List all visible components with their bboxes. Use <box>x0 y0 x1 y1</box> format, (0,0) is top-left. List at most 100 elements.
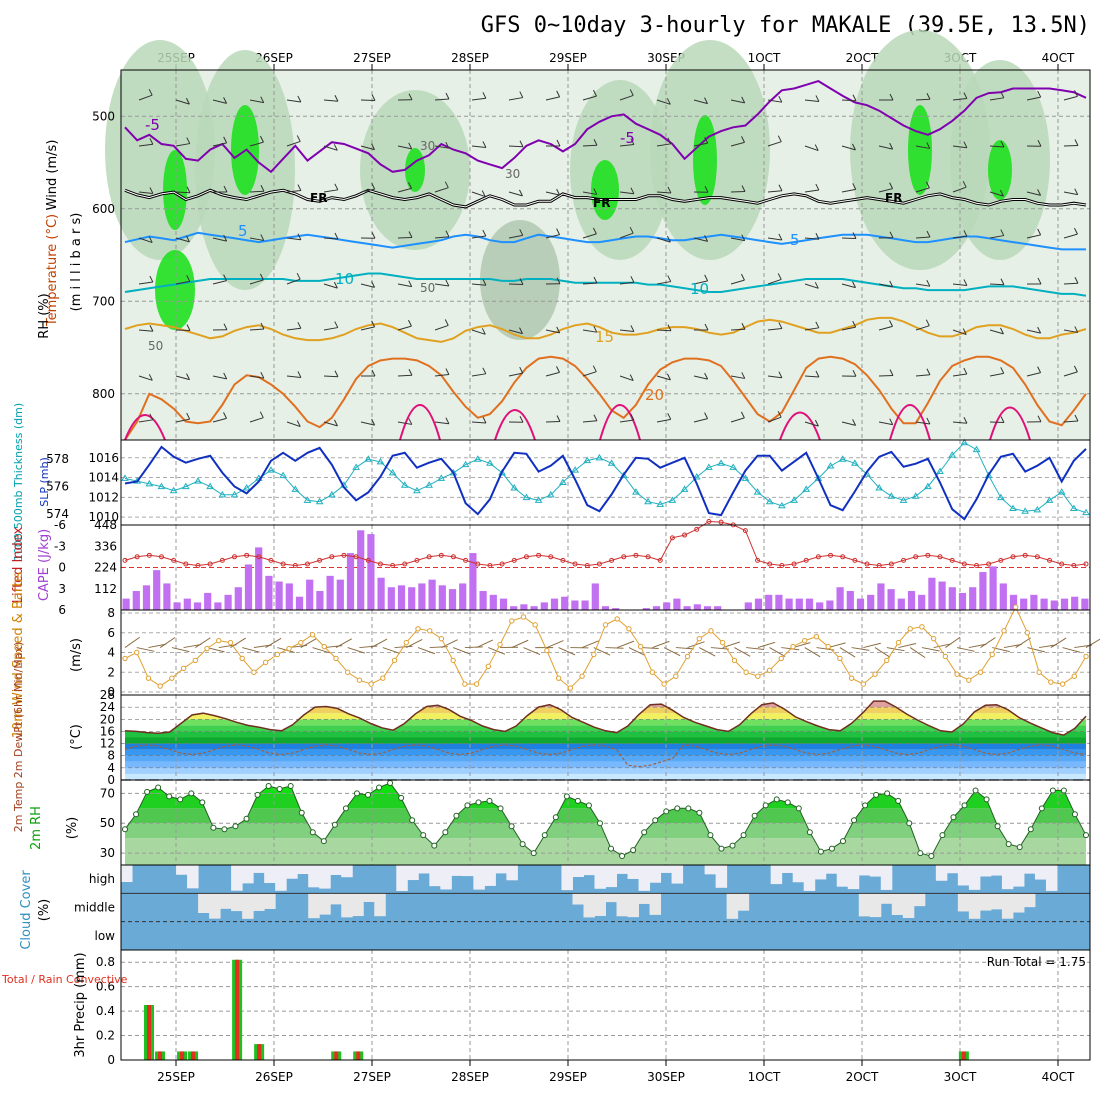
wind-barb <box>286 190 301 193</box>
wind-barb <box>582 191 597 195</box>
wind-barb-flag <box>852 320 857 328</box>
wind-barb <box>693 375 708 380</box>
wind10-marker <box>532 622 538 628</box>
wind10-marker <box>520 614 527 620</box>
cape-bar <box>357 530 365 610</box>
wind10-marker <box>579 673 585 679</box>
wind-barb <box>730 99 745 104</box>
rh-marker <box>817 848 824 855</box>
cape-bar <box>612 608 620 610</box>
temp-band <box>125 731 1086 738</box>
li-marker <box>304 561 310 567</box>
wind-barb-flag <box>149 187 154 194</box>
wind-barb <box>730 279 745 285</box>
rh-marker <box>1038 805 1045 812</box>
cloud-mid-gap <box>253 893 265 911</box>
rh-bands <box>125 783 1086 865</box>
wind-barb-flag <box>667 137 672 145</box>
thickness-marker <box>279 471 288 479</box>
wind10-marker <box>1012 604 1019 610</box>
cloud-high-gap <box>1045 865 1058 891</box>
wind-barb <box>767 141 782 147</box>
wind-barb-flag <box>148 88 153 96</box>
thickness-marker <box>534 496 543 503</box>
rh-marker <box>232 823 239 830</box>
cape-bar <box>1071 596 1079 610</box>
cloud-mid-gap <box>1001 893 1014 919</box>
cloud-high-gap <box>396 865 408 892</box>
rh-marker <box>608 845 615 852</box>
wind-barb <box>804 283 819 289</box>
wind10-barb <box>956 647 975 652</box>
thickness-marker <box>960 438 969 446</box>
li-marker <box>438 552 444 558</box>
wind-barb-flag <box>777 135 782 142</box>
wind-barb-flag <box>185 97 190 105</box>
wind10-marker <box>1083 653 1089 660</box>
wind-barb-flag <box>297 233 302 240</box>
rh-shade-high <box>988 140 1012 200</box>
rh-marker <box>353 790 360 797</box>
thickness-marker <box>911 492 920 499</box>
temp-band <box>125 719 1086 726</box>
wind10-marker <box>977 669 984 675</box>
thickness-marker <box>790 496 798 503</box>
cape-bar <box>214 602 222 610</box>
isotherm-line <box>124 231 1086 251</box>
thickness-marker <box>1082 508 1090 516</box>
rh-marker <box>685 805 692 812</box>
thickness-marker <box>1045 496 1054 503</box>
li-marker <box>219 557 225 563</box>
cloud-mid-gap <box>979 893 992 911</box>
rh-band <box>125 838 1086 865</box>
li-label: Lifted Index <box>11 526 26 603</box>
cape-bar <box>418 583 426 610</box>
thick-ytick: 576 <box>46 480 69 494</box>
thickness-marker <box>668 496 677 503</box>
wind10-barb <box>605 647 624 649</box>
cape-bar <box>153 570 161 610</box>
wind-barb <box>989 329 1004 335</box>
wind10-marker <box>321 643 327 650</box>
wind-barb <box>1063 282 1079 285</box>
wind-barb <box>656 375 671 381</box>
wind10-barb <box>781 647 800 651</box>
wind-barb-flag <box>481 328 486 335</box>
wind-barb-flag <box>926 230 931 238</box>
wind-barb <box>841 145 856 151</box>
wind10-barb <box>124 636 141 648</box>
li-marker <box>645 554 651 560</box>
wind-barb-flag <box>223 136 228 144</box>
rh-marker <box>619 853 626 860</box>
wind-barb <box>323 375 339 378</box>
wind-barb <box>323 327 338 331</box>
li-marker <box>183 561 189 567</box>
wind-barb <box>175 418 190 423</box>
wind-barb-flag <box>149 275 154 283</box>
cloud-mid-gap <box>891 893 904 915</box>
wind-barb-flag <box>926 417 931 425</box>
wind-barb-flag <box>556 277 561 284</box>
cloud-high-gap <box>297 865 309 875</box>
wind-barb <box>767 278 782 285</box>
wind-barb <box>656 143 671 147</box>
li-marker <box>171 557 177 563</box>
cape-bar <box>193 602 202 610</box>
wind10-marker <box>930 635 937 642</box>
wind-barb-flag <box>962 328 967 335</box>
wind-barb-flag <box>556 366 560 373</box>
wind-barb-flag <box>629 89 634 96</box>
wind-barb-flag <box>889 93 894 101</box>
cloud-high-gap <box>935 865 948 881</box>
cloud-high-gap <box>638 865 651 891</box>
cloud-high-gap <box>286 865 298 879</box>
wind-barb <box>989 372 1004 377</box>
wind-barb-flag <box>630 276 635 283</box>
wind10-barb <box>581 640 599 649</box>
upper-ytick: 700 <box>92 294 115 308</box>
wind10-marker <box>1024 630 1031 636</box>
wind-barb <box>471 421 487 424</box>
rh-marker <box>652 817 659 824</box>
li-marker <box>937 554 943 560</box>
thickness-marker <box>218 490 227 498</box>
